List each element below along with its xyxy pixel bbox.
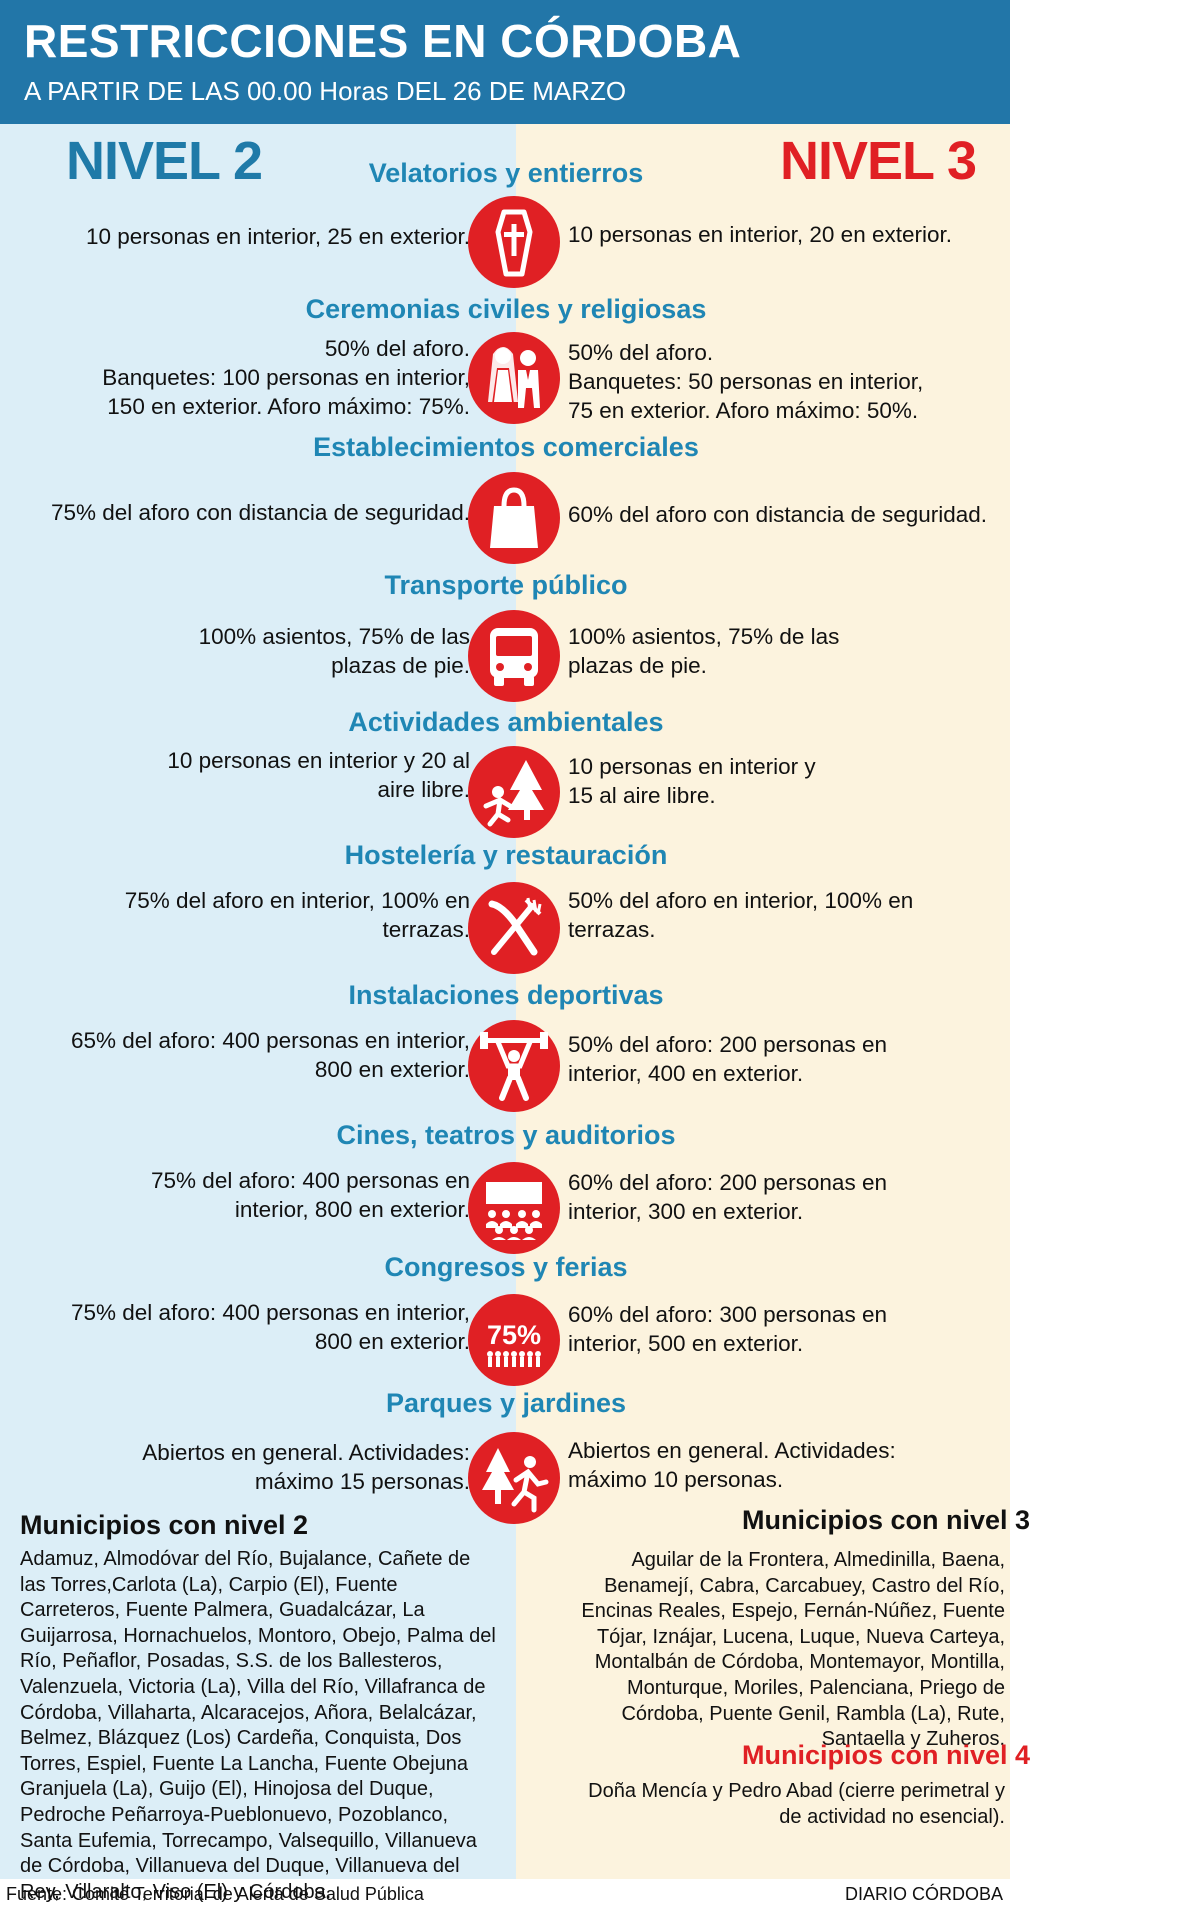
section-title-congresos: Congresos y ferias	[384, 1252, 628, 1282]
deportivas-nivel2-text: 65% del aforo: 400 personas en interior,…	[70, 1028, 470, 1082]
cines-nivel2-text: 75% del aforo: 400 personas en interior,…	[151, 1168, 470, 1222]
nivel3-heading: NIVEL 3	[780, 131, 977, 191]
coffin-icon	[468, 196, 560, 288]
header-banner: RESTRICCIONES EN CÓRDOBA A PARTIR DE LAS…	[0, 0, 1010, 124]
cines-nivel3-text: 60% del aforo: 200 personas en interior,…	[568, 1170, 887, 1224]
section-title-actividades-ambientales: Actividades ambientales	[348, 707, 664, 737]
nivel3-panel	[516, 124, 1010, 1879]
ceremonias-nivel2-text: 50% del aforo. Banquetes: 100 personas e…	[102, 336, 470, 419]
footer-brand: DIARIO CÓRDOBA	[845, 1884, 1004, 1904]
bus-icon	[468, 610, 560, 702]
page-title: RESTRICCIONES EN CÓRDOBA	[24, 15, 742, 67]
section-title-transporte: Transporte público	[384, 570, 628, 600]
footer-source: Fuente: Comité Territorial de Alerta de …	[6, 1884, 424, 1904]
municipios-nivel3-title: Municipios con nivel 3	[742, 1505, 1031, 1535]
cinema-audience-icon	[468, 1162, 560, 1254]
runner-tree-icon	[468, 1432, 560, 1524]
municipios-nivel4-list: Doña Mencía y Pedro Abad (cierre perimet…	[588, 1780, 1005, 1828]
section-title-instalaciones-deportivas: Instalaciones deportivas	[348, 980, 664, 1010]
percent-crowd-label: 75%	[487, 1320, 541, 1350]
section-title-ceremonias: Ceremonias civiles y religiosas	[305, 294, 707, 324]
hiker-trees-icon	[468, 746, 560, 838]
municipios-nivel2-list: Adamuz, Almodóvar del Río, Bujalance, Ca…	[20, 1548, 496, 1903]
page-subtitle: A PARTIR DE LAS 00.00 Horas DEL 26 DE MA…	[24, 76, 627, 106]
deportivas-nivel3-text: 50% del aforo: 200 personas en interior,…	[568, 1032, 887, 1086]
section-title-cines: Cines, teatros y auditorios	[336, 1120, 676, 1150]
actividades-nivel3-text: 10 personas en interior y 15 al aire lib…	[568, 754, 816, 808]
velatorios-nivel2-text: 10 personas en interior, 25 en exterior.	[86, 224, 470, 249]
parques-nivel2-text: Abiertos en general. Actividades: máximo…	[142, 1440, 470, 1494]
wedding-couple-icon	[468, 332, 560, 424]
ceremonias-nivel3-text: 50% del aforo. Banquetes: 50 personas en…	[568, 340, 924, 423]
hosteleria-nivel2-text: 75% del aforo en interior, 100% en terra…	[124, 888, 470, 942]
transporte-nivel2-text: 100% asientos, 75% de las plazas de pie.	[198, 624, 470, 678]
nivel2-panel	[0, 124, 516, 1879]
shopping-bag-icon	[468, 472, 560, 564]
transporte-nivel3-text: 100% asientos, 75% de las plazas de pie.	[568, 624, 840, 678]
section-title-establecimientos: Establecimientos comerciales	[313, 432, 699, 462]
establecimientos-nivel3-text: 60% del aforo con distancia de seguridad…	[568, 502, 988, 527]
parques-nivel3-text: Abiertos en general. Actividades: máximo…	[568, 1438, 896, 1492]
establecimientos-nivel2-text: 75% del aforo con distancia de seguridad…	[50, 500, 470, 525]
congresos-nivel2-text: 75% del aforo: 400 personas en interior,…	[70, 1300, 470, 1354]
nivel2-heading: NIVEL 2	[66, 131, 263, 191]
municipios-nivel2-title: Municipios con nivel 2	[20, 1510, 309, 1540]
municipios-nivel4-title: Municipios con nivel 4	[742, 1740, 1031, 1770]
hosteleria-nivel3-text: 50% del aforo en interior, 100% en terra…	[568, 888, 914, 942]
percent-crowd-icon: 75%	[468, 1294, 560, 1386]
section-title-velatorios: Velatorios y entierros	[368, 158, 644, 188]
section-title-parques: Parques y jardines	[385, 1388, 627, 1418]
weightlifter-icon	[468, 1020, 560, 1112]
section-title-hosteleria: Hostelería y restauración	[344, 840, 668, 870]
fork-knife-icon	[468, 882, 560, 974]
velatorios-nivel3-text: 10 personas en interior, 20 en exterior.	[568, 222, 952, 247]
actividades-nivel2-text: 10 personas en interior y 20 al aire lib…	[167, 748, 470, 802]
municipios-nivel3-list: Aguilar de la Frontera, Almedinilla, Bae…	[581, 1549, 1005, 1751]
congresos-nivel3-text: 60% del aforo: 300 personas en interior,…	[568, 1302, 887, 1356]
